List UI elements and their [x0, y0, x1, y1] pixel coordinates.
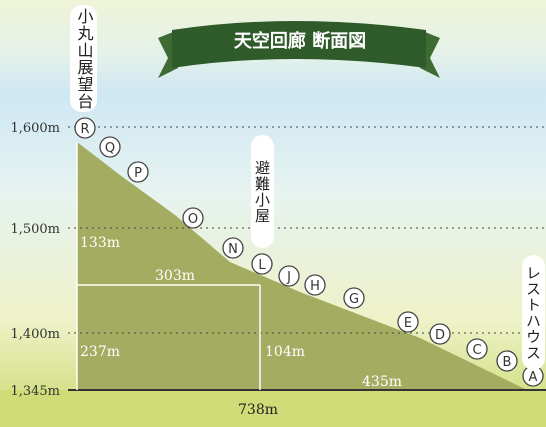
waypoint-label: J [286, 270, 291, 285]
waypoint-label: O [188, 212, 198, 227]
waypoint-marker [466, 338, 488, 360]
waypoint-label: N [228, 242, 238, 257]
dimension-label: 435m [362, 374, 402, 390]
y-tick-label: 1,400m [10, 327, 60, 342]
waypoint-label: H [310, 279, 320, 294]
waypoint-marker [222, 237, 244, 259]
waypoint-label: A [529, 370, 538, 385]
place-label: レストハウス [522, 255, 545, 370]
waypoint-marker [99, 136, 121, 158]
measure-lines [76, 142, 261, 390]
place-label: 避難小屋 [251, 135, 274, 248]
waypoint-label: G [349, 292, 359, 307]
dimension-label: 303m [155, 268, 195, 284]
dimension-label: 104m [265, 344, 305, 360]
place-label: 小丸山展望台 [70, 5, 97, 112]
waypoint-marker [304, 274, 326, 296]
waypoint-marker [343, 287, 365, 309]
dimension-label: 133m [80, 235, 120, 251]
waypoint-label: P [134, 166, 142, 181]
waypoint-label: C [472, 343, 481, 358]
ground-band [0, 390, 546, 427]
waypoint-label: L [258, 258, 266, 273]
y-tick-label: 1,500m [10, 222, 60, 237]
waypoint-marker [496, 350, 518, 372]
waypoint-label: R [80, 122, 89, 137]
waypoint-label: E [404, 316, 412, 331]
waypoint-label: D [435, 328, 445, 343]
waypoint-marker [251, 253, 273, 275]
dimension-label: 738m [238, 402, 278, 418]
banner [158, 21, 440, 78]
dimension-label: 237m [80, 344, 120, 360]
y-tick-label: 1,345m [10, 384, 60, 399]
waypoint-marker [397, 311, 419, 333]
profile [77, 142, 527, 390]
waypoint-label: Q [105, 141, 115, 156]
waypoint-marker [278, 265, 300, 287]
waypoint-marker [127, 161, 149, 183]
waypoint-marker [74, 117, 96, 139]
waypoint-marker [429, 323, 451, 345]
title: 天空回廊 断面図 [234, 30, 366, 52]
waypoint-label: B [503, 355, 512, 370]
y-tick-label: 1,600m [10, 121, 60, 136]
waypoint-marker [182, 207, 204, 229]
